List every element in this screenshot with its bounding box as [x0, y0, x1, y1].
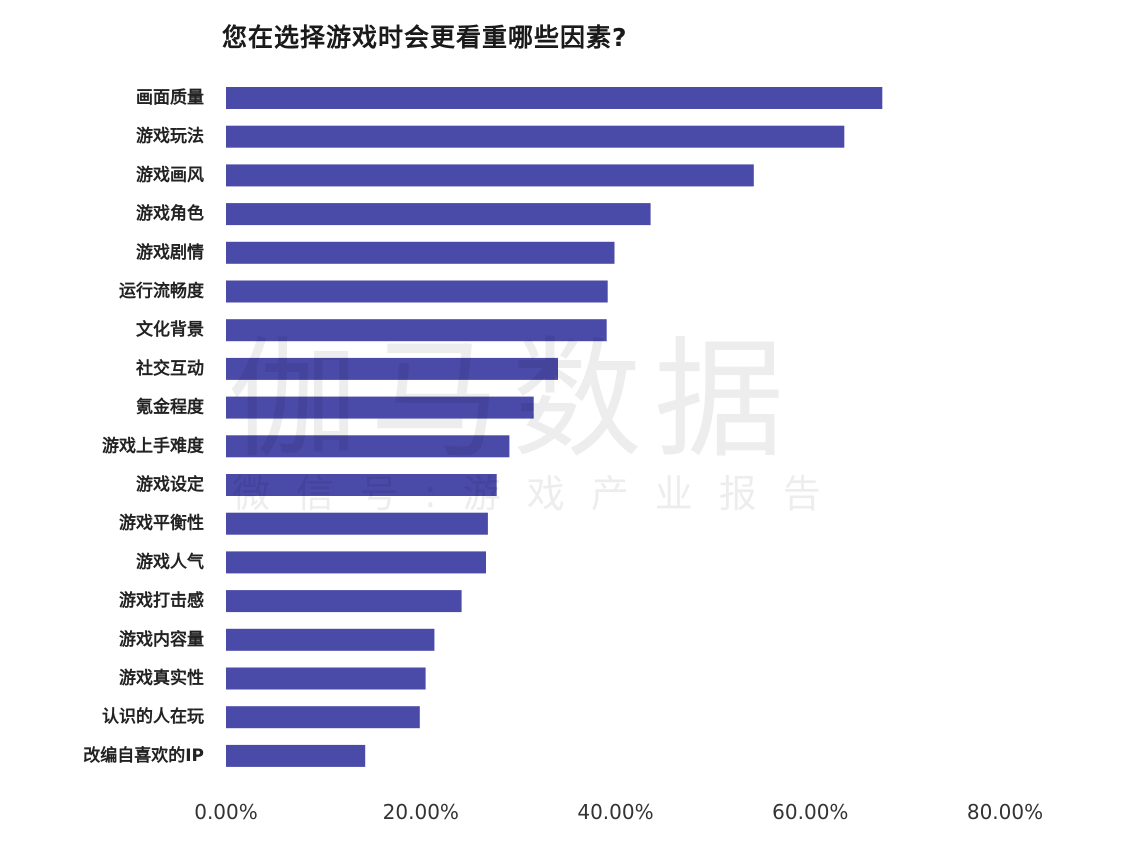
bar-5: [226, 280, 608, 303]
category-label: 运行流畅度: [119, 281, 205, 302]
x-axis-ticks: 0.00% 20.00% 40.00% 60.00% 80.00%: [194, 800, 1043, 824]
bar-8: [226, 396, 534, 419]
category-label: 认识的人在玩: [102, 706, 204, 727]
bar-12: [226, 551, 486, 574]
bar-9: [226, 435, 510, 458]
bar-1: [226, 125, 845, 148]
category-label: 游戏上手难度: [102, 435, 205, 456]
x-tick-label: 40.00%: [577, 800, 653, 824]
bar-13: [226, 590, 462, 613]
x-tick-label: 0.00%: [194, 800, 258, 824]
chart-title: 您在选择游戏时会更看重哪些因素?: [222, 23, 628, 52]
category-label: 游戏画风: [136, 164, 204, 185]
category-label: 游戏打击感: [119, 590, 204, 611]
bar-16: [226, 706, 420, 729]
bar-7: [226, 357, 558, 380]
bar-2: [226, 164, 754, 187]
category-label: 游戏玩法: [136, 126, 204, 147]
category-label: 社交互动: [135, 358, 204, 379]
watermark-main: 伽马数据: [228, 324, 796, 476]
bar-6: [226, 319, 607, 342]
bar-11: [226, 512, 488, 535]
category-label: 游戏真实性: [119, 668, 204, 689]
bar-14: [226, 628, 435, 651]
bar-3: [226, 203, 651, 226]
category-label: 游戏剧情: [136, 242, 204, 263]
watermark-sub: 微信号:游戏产业报告: [232, 472, 847, 516]
category-label: 游戏角色: [136, 203, 204, 224]
category-label: 改编自喜欢的IP: [83, 745, 204, 766]
category-labels: 画面质量游戏玩法游戏画风游戏角色游戏剧情运行流畅度文化背景社交互动氪金程度游戏上…: [83, 87, 205, 766]
category-label: 游戏内容量: [119, 629, 204, 650]
bar-0: [226, 87, 883, 109]
category-label: 游戏人气: [136, 551, 204, 572]
bar-17: [226, 744, 366, 767]
category-label: 游戏设定: [136, 474, 204, 495]
watermark: 伽马数据 微信号:游戏产业报告: [228, 324, 847, 516]
bar-4: [226, 241, 615, 264]
bars-layer: [226, 87, 883, 767]
category-label: 氪金程度: [136, 397, 205, 418]
category-label: 画面质量: [136, 87, 204, 108]
x-tick-label: 20.00%: [383, 800, 459, 824]
x-tick-label: 80.00%: [967, 800, 1043, 824]
category-label: 游戏平衡性: [119, 513, 204, 534]
x-tick-label: 60.00%: [772, 800, 848, 824]
category-label: 文化背景: [136, 319, 204, 340]
bar-15: [226, 667, 426, 690]
bar-10: [226, 474, 497, 496]
